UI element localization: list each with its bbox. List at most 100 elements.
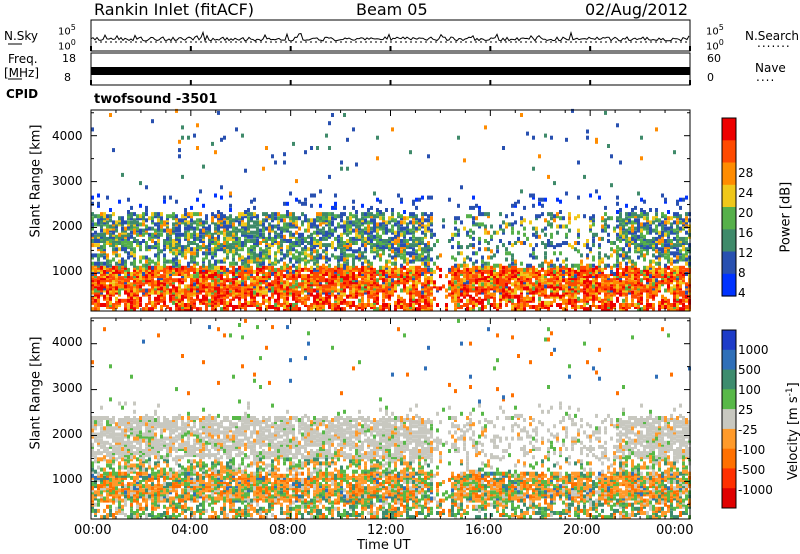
power-cell xyxy=(319,303,322,307)
power-cell xyxy=(343,241,346,245)
power-cell xyxy=(412,284,415,289)
power-cell xyxy=(145,303,148,307)
power-cell xyxy=(265,212,268,217)
power-cell xyxy=(277,288,280,293)
power-cell xyxy=(349,286,352,291)
power-cell xyxy=(175,272,178,276)
power-cell xyxy=(340,307,343,312)
power-cell xyxy=(421,284,424,289)
power-cell xyxy=(370,267,373,272)
power-cell xyxy=(157,251,160,256)
power-cell xyxy=(574,274,577,279)
power-cell xyxy=(523,286,526,291)
power-cell xyxy=(364,303,367,307)
power-cell xyxy=(241,286,244,291)
power-cell xyxy=(160,278,163,283)
power-cell xyxy=(250,272,253,276)
power-cell xyxy=(373,307,376,312)
power-cell xyxy=(112,290,115,295)
power-cell xyxy=(457,294,460,299)
power-cell xyxy=(457,135,460,140)
power-cell xyxy=(319,189,322,194)
power-cell xyxy=(472,261,475,266)
power-cell xyxy=(382,272,385,276)
power-cell xyxy=(514,261,517,266)
power-cell xyxy=(124,261,127,266)
power-cell xyxy=(370,220,373,225)
power-cell xyxy=(277,280,280,285)
power-cell xyxy=(196,236,199,241)
power-cell xyxy=(400,226,403,231)
power-cell xyxy=(262,300,265,305)
power-cell xyxy=(346,137,349,142)
power-cell xyxy=(550,272,553,276)
power-cell xyxy=(577,241,580,245)
power-cell xyxy=(235,236,238,241)
power-cell xyxy=(163,253,166,258)
power-cell xyxy=(316,146,319,150)
power-cell xyxy=(646,284,649,289)
power-cell xyxy=(121,269,124,274)
power-cell xyxy=(652,274,655,279)
power-cell xyxy=(640,284,643,289)
power-cell xyxy=(181,272,184,276)
power-cell xyxy=(415,226,418,231)
power-cell xyxy=(517,230,520,235)
power-cell xyxy=(115,239,118,243)
power-cell xyxy=(187,274,190,279)
power-cell xyxy=(343,276,346,281)
power-cell xyxy=(292,243,295,248)
power-cell xyxy=(544,255,547,260)
power-cell xyxy=(457,263,460,268)
power-cell xyxy=(466,230,469,235)
power-cell xyxy=(475,265,478,270)
power-cell xyxy=(649,294,652,299)
power-cell xyxy=(565,280,568,285)
power-cell xyxy=(247,224,250,229)
power-cell xyxy=(541,280,544,285)
power-cell xyxy=(157,294,160,299)
power-cell xyxy=(484,212,487,217)
power-cell xyxy=(319,294,322,299)
power-cell xyxy=(259,307,262,312)
power-cell xyxy=(235,274,238,279)
power-cell xyxy=(634,272,637,276)
power-cell xyxy=(583,267,586,272)
power-cell xyxy=(460,280,463,285)
power-cell xyxy=(244,230,247,235)
power-cell xyxy=(583,265,586,270)
power-cell xyxy=(280,247,283,252)
power-cell xyxy=(196,218,199,223)
power-cell xyxy=(481,259,484,264)
power-cell xyxy=(157,220,160,225)
power-cell xyxy=(658,230,661,235)
power-cell xyxy=(592,290,595,295)
power-cell xyxy=(610,303,613,307)
power-cell xyxy=(178,243,181,248)
power-cell xyxy=(148,307,151,312)
power-cell xyxy=(556,272,559,276)
power-cell xyxy=(313,218,316,223)
power-cell xyxy=(133,298,136,303)
power-cell xyxy=(565,191,568,196)
power-cell xyxy=(601,259,604,264)
power-cell xyxy=(232,290,235,295)
power-cell xyxy=(520,290,523,295)
power-cell xyxy=(535,255,538,260)
power-cell xyxy=(298,243,301,248)
power-cell xyxy=(487,278,490,283)
power-cell xyxy=(187,249,190,254)
power-cell xyxy=(487,288,490,293)
power-cell xyxy=(196,274,199,279)
power-cell xyxy=(550,222,553,227)
power-cell xyxy=(103,228,106,233)
power-cell xyxy=(592,288,595,293)
power-cell xyxy=(544,303,547,307)
power-cell xyxy=(229,280,232,285)
power-cell xyxy=(562,216,565,221)
power-cell xyxy=(247,259,250,264)
power-cell xyxy=(334,296,337,301)
power-cell xyxy=(463,259,466,264)
power-cell xyxy=(409,272,412,276)
power-cell xyxy=(175,245,178,250)
